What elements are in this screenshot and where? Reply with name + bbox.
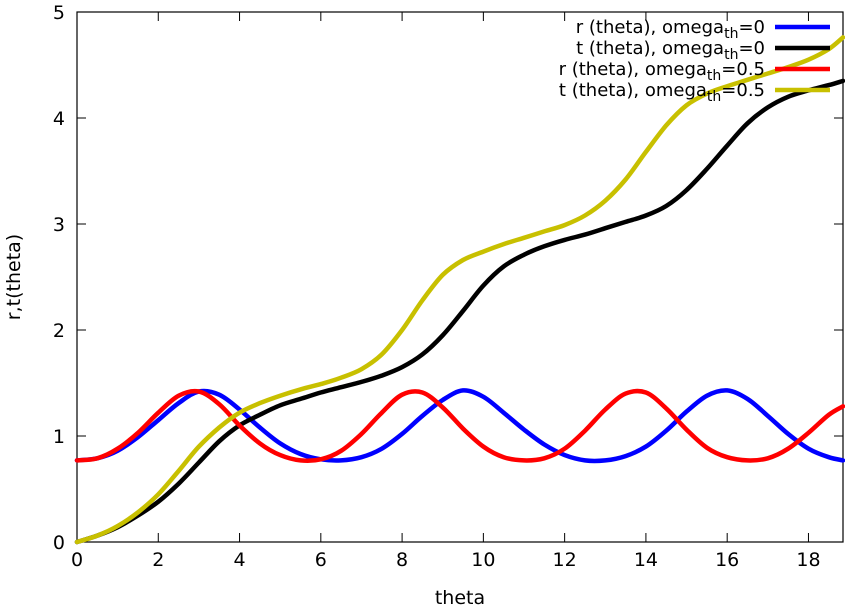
x-tick-label: 6	[315, 549, 327, 571]
series-line-t-theta-omega-0-5	[74, 35, 845, 545]
legend-label-r-theta-omega-0: r (theta), omegath=0	[576, 17, 765, 42]
plot-area	[76, 11, 844, 543]
x-tick-label: 14	[634, 549, 658, 571]
x-tick-label: 16	[715, 549, 739, 571]
x-tick-label: 2	[152, 549, 164, 571]
legend-label-r-theta-omega-0-5: r (theta), omegath=0.5	[559, 59, 765, 84]
legend-label-t-theta-omega-0: t (theta), omegath=0	[576, 38, 765, 63]
x-axis-label: theta	[435, 587, 485, 609]
x-tick-label: 18	[796, 549, 820, 571]
y-tick-label: 5	[53, 2, 65, 24]
y-axis-label: r,t(theta)	[3, 234, 25, 320]
x-tick-label: 8	[396, 549, 408, 571]
y-tick-label: 4	[53, 108, 65, 130]
x-tick-label: 4	[233, 549, 245, 571]
series-line-r-theta-omega-0	[74, 388, 845, 464]
y-tick-label: 2	[53, 320, 65, 342]
x-tick-label: 12	[553, 549, 577, 571]
legend-label-t-theta-omega-0-5: t (theta), omegath=0.5	[559, 80, 765, 105]
series-lines	[74, 35, 845, 545]
legend: r (theta), omegath=0t (theta), omegath=0…	[559, 17, 830, 105]
x-tick-label: 0	[71, 549, 83, 571]
y-tick-label: 0	[53, 532, 65, 554]
x-tick-label: 10	[471, 549, 495, 571]
y-tick-label: 3	[53, 214, 65, 236]
series-line-t-theta-omega-0	[74, 78, 845, 545]
y-tick-label: 1	[53, 426, 65, 448]
series-line-r-theta-omega-0-5	[74, 388, 845, 464]
